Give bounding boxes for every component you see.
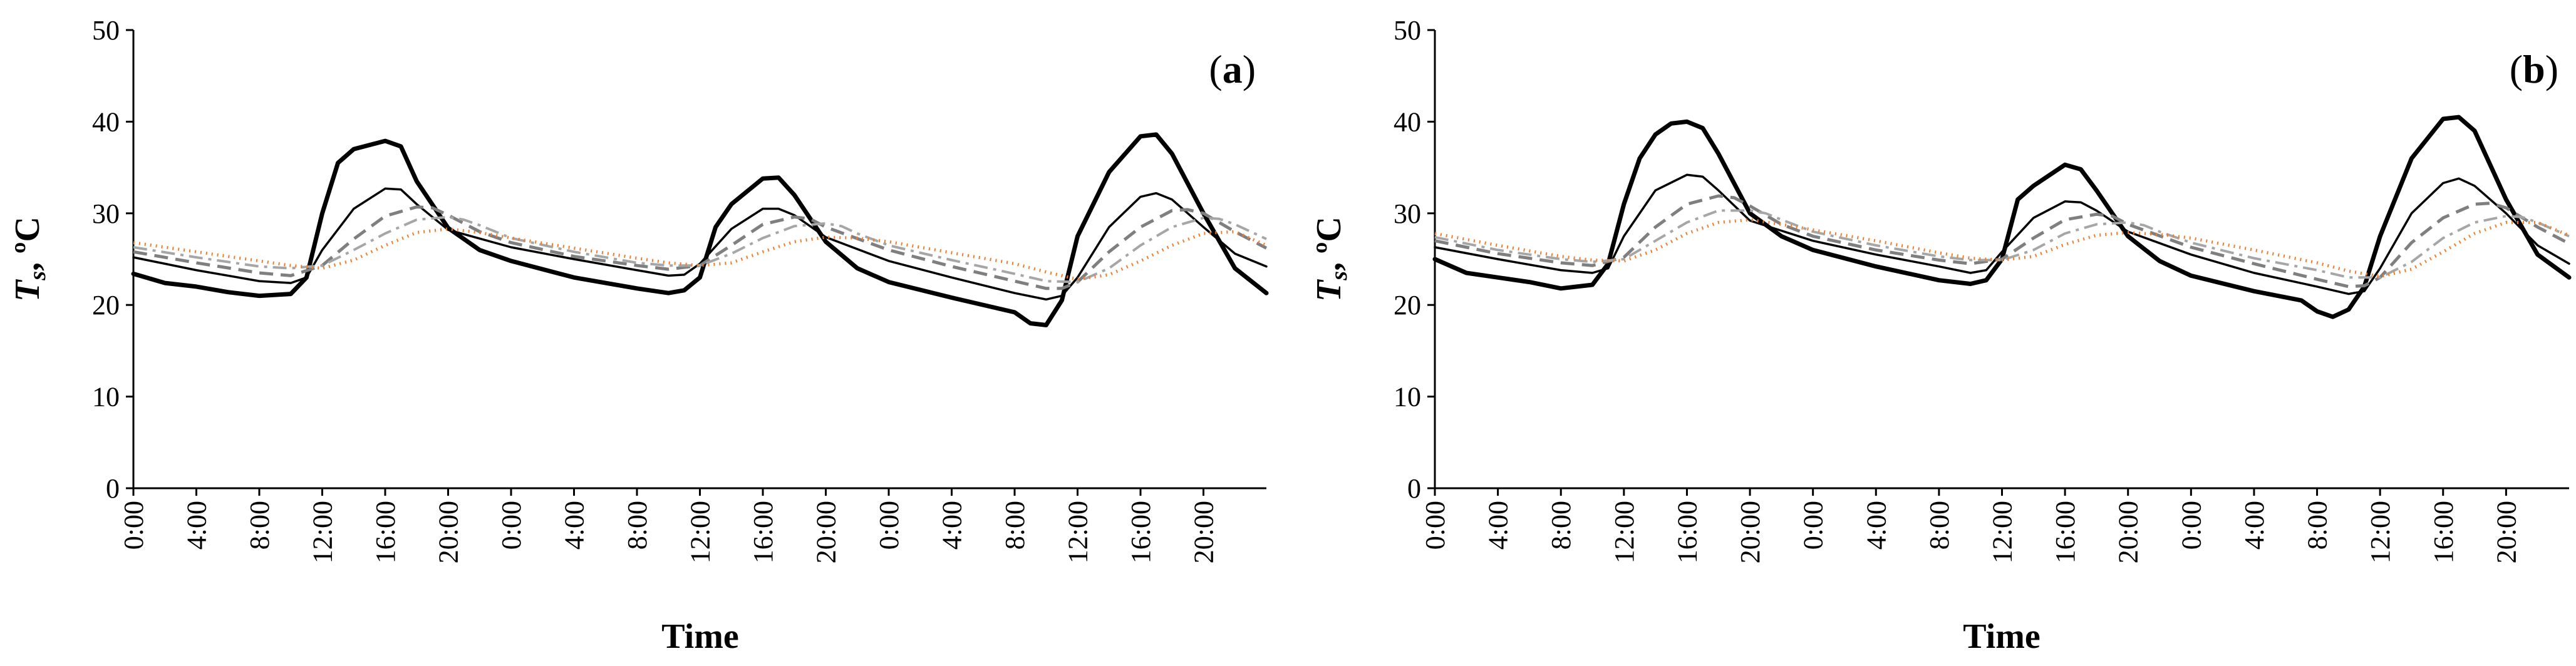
x-tick-label: 16:00 (2050, 501, 2081, 563)
x-tick-label: 8:00 (622, 501, 653, 550)
y-tick-label: 10 (1394, 382, 1421, 412)
y-tick-label: 50 (92, 15, 120, 46)
x-tick-label: 20:00 (1189, 501, 1219, 563)
y-axis-label: Ts, ºC (1310, 217, 1352, 302)
series-line-thin-solid (1434, 173, 2570, 295)
x-tick-label: 4:00 (937, 501, 968, 550)
x-tick-label: 0:00 (2176, 501, 2206, 550)
x-tick-label: 16:00 (748, 501, 778, 563)
x-tick-label: 8:00 (1000, 501, 1030, 550)
x-tick-label: 20:00 (1735, 501, 1766, 563)
x-axis-label: Time (1963, 617, 2040, 656)
x-tick-label: 12:00 (1609, 501, 1640, 563)
y-tick-label: 30 (92, 198, 120, 229)
chart-panel-a: 0 10 20 30 40 50 0:00 4:00 8:00 12:00 16:00 20:00 0… (8, 15, 1269, 656)
series-line-dashed-gray (133, 205, 1268, 290)
y-tick-label: 40 (92, 106, 120, 137)
x-tick-label: 4:00 (1861, 501, 1891, 550)
x-tick-label: 4:00 (559, 501, 590, 550)
y-tick-label: 50 (1394, 15, 1421, 46)
x-tick-label: 8:00 (244, 501, 275, 550)
y-tick-label: 20 (1394, 290, 1421, 320)
x-tick-label: 16:00 (1672, 501, 1702, 563)
y-tick-label: 0 (106, 473, 120, 504)
x-tick-label: 0:00 (496, 501, 527, 550)
x-tick-label: 20:00 (433, 501, 464, 563)
series-line-dashdot-gray (1434, 209, 2570, 279)
x-tick-label: 20:00 (2491, 501, 2522, 563)
x-tick-label: 16:00 (2428, 501, 2459, 563)
series-line-thick-solid (131, 132, 1269, 327)
x-tick-label: 0:00 (1420, 501, 1451, 550)
x-tick-label: 12:00 (308, 501, 338, 563)
x-tick-label: 4:00 (1483, 501, 1514, 550)
x-tick-label: 8:00 (1546, 501, 1576, 550)
x-tick-label: 0:00 (1798, 501, 1829, 550)
panel-label: (b) (2510, 47, 2558, 91)
x-tick-label: 16:00 (1125, 501, 1156, 563)
x-tick-label: 16:00 (370, 501, 401, 563)
x-tick-label: 12:00 (1063, 501, 1094, 563)
x-tick-label: 4:00 (2239, 501, 2270, 550)
y-tick-label: 30 (1394, 198, 1421, 229)
x-tick-label: 12:00 (1987, 501, 2018, 563)
x-tick-label: 12:00 (2365, 501, 2396, 563)
x-tick-label: 8:00 (1924, 501, 1955, 550)
y-axis-label: Ts, ºC (8, 217, 51, 302)
y-tick-label: 20 (92, 290, 120, 320)
panel-label: (a) (1209, 47, 1256, 91)
y-tick-label: 40 (1394, 106, 1421, 137)
x-tick-label: 0:00 (118, 501, 149, 550)
x-tick-label: 12:00 (685, 501, 716, 563)
x-axis-label: Time (661, 617, 738, 656)
x-tick-label: 8:00 (2302, 501, 2333, 550)
x-tick-label: 4:00 (182, 501, 212, 550)
x-tick-label: 20:00 (2113, 501, 2144, 563)
series-line-orange-dotted (133, 227, 1267, 281)
y-tick-label: 10 (92, 382, 120, 412)
series-line-dashed-gray (1434, 194, 2570, 289)
chart-panel-b: 0 10 20 30 40 50 0:00 4:00 8:00 12:00 16:00 20:00 0… (1310, 15, 2572, 656)
y-tick-label: 0 (1407, 473, 1421, 504)
series-line-thin-solid (132, 187, 1268, 301)
x-tick-label: 20:00 (811, 501, 842, 563)
series-line-thick-solid (1432, 115, 2572, 319)
x-tick-label: 0:00 (874, 501, 904, 550)
